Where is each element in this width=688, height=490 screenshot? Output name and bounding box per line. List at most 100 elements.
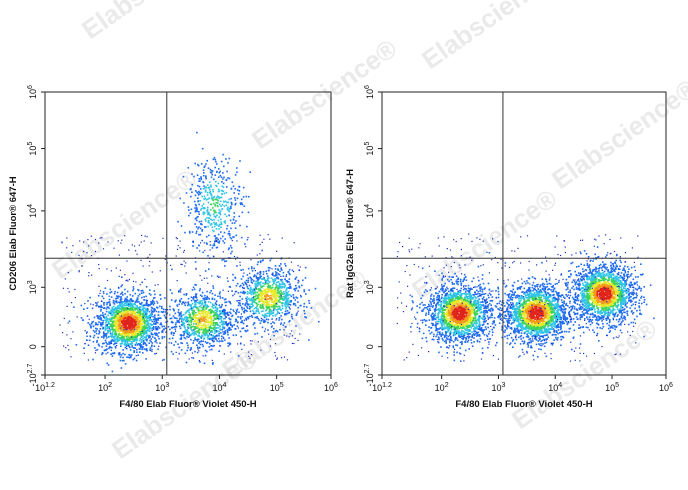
event-dot	[144, 304, 147, 307]
event-dot	[153, 326, 155, 328]
event-dot	[224, 313, 226, 315]
event-dot	[134, 332, 136, 334]
event-dot	[249, 315, 251, 318]
event-dot	[260, 275, 262, 278]
event-dot	[150, 300, 152, 303]
event-dot	[483, 313, 486, 316]
event-dot	[193, 329, 195, 331]
event-dot	[213, 255, 215, 257]
event-dot	[234, 203, 236, 206]
event-dot	[93, 331, 96, 333]
event-dot	[139, 351, 141, 353]
event-dot	[268, 277, 270, 279]
event-dot	[189, 316, 191, 319]
event-dot	[202, 305, 204, 307]
event-dot	[234, 188, 236, 190]
event-dot	[185, 330, 188, 333]
event-dot	[186, 342, 188, 344]
event-dot	[146, 317, 148, 320]
event-dot	[206, 184, 209, 186]
event-dot	[278, 305, 280, 307]
event-dot	[151, 324, 153, 327]
event-dot	[212, 188, 214, 191]
event-dot	[108, 320, 110, 323]
event-dot	[229, 219, 232, 222]
event-dot	[216, 334, 218, 337]
event-dot	[195, 208, 198, 210]
event-dot	[124, 301, 127, 303]
event-dot	[482, 323, 485, 325]
event-dot	[473, 329, 475, 332]
event-dot	[137, 330, 140, 333]
event-dot	[118, 315, 120, 317]
event-dot	[104, 349, 107, 351]
event-dot	[104, 335, 106, 337]
event-dot	[147, 308, 149, 311]
event-dot	[224, 260, 226, 263]
event-dot	[217, 317, 219, 319]
event-dot	[217, 324, 219, 327]
event-dot	[247, 316, 250, 318]
event-dot	[231, 203, 233, 206]
event-dot	[111, 314, 114, 316]
event-dot	[106, 324, 108, 326]
event-dot	[225, 321, 227, 324]
event-dot	[118, 333, 120, 335]
event-dot	[179, 247, 181, 249]
event-dot	[303, 302, 306, 305]
event-dot	[230, 197, 232, 200]
event-dot	[203, 198, 205, 200]
event-dot	[110, 353, 112, 355]
event-dot	[217, 168, 220, 170]
event-dot	[207, 201, 210, 204]
event-dot	[276, 318, 278, 320]
event-dot	[126, 333, 128, 335]
event-dot	[153, 290, 156, 292]
event-dot	[198, 305, 201, 308]
event-dot	[443, 285, 445, 287]
event-dot	[169, 289, 172, 291]
event-dot	[178, 321, 181, 324]
event-dot	[454, 305, 456, 308]
event-dot	[254, 290, 256, 292]
event-dot	[207, 225, 209, 228]
event-dot	[229, 324, 232, 326]
event-dot	[147, 321, 149, 324]
event-dot	[263, 330, 266, 333]
event-dot	[193, 315, 195, 317]
event-dot	[118, 310, 120, 313]
event-dot	[293, 270, 295, 273]
event-dot	[244, 309, 246, 312]
event-dot	[109, 318, 112, 320]
event-dot	[110, 340, 112, 342]
event-dot	[111, 331, 114, 334]
event-dot	[199, 193, 202, 195]
event-dot	[105, 315, 108, 318]
event-dot	[274, 288, 277, 290]
event-dot	[433, 317, 436, 320]
event-dot	[262, 293, 264, 296]
event-dot	[190, 306, 193, 308]
event-dot	[187, 302, 189, 304]
event-dot	[279, 306, 281, 309]
event-dot	[453, 324, 455, 327]
event-dot	[272, 273, 274, 275]
event-dot	[150, 319, 153, 321]
event-dot	[180, 313, 182, 315]
event-dot	[117, 312, 119, 314]
event-dot	[285, 292, 288, 294]
event-dot	[293, 302, 295, 305]
event-dot	[234, 197, 236, 199]
event-dot	[226, 225, 229, 227]
event-dot	[202, 213, 205, 216]
event-dot	[215, 326, 218, 329]
event-dot	[116, 345, 118, 347]
event-dot	[111, 370, 114, 373]
event-dot	[212, 340, 214, 343]
event-dot	[153, 309, 155, 311]
event-dot	[288, 311, 291, 314]
event-dot	[202, 315, 204, 317]
event-dot	[146, 322, 149, 325]
event-dot	[148, 315, 150, 317]
event-dot	[142, 321, 145, 323]
